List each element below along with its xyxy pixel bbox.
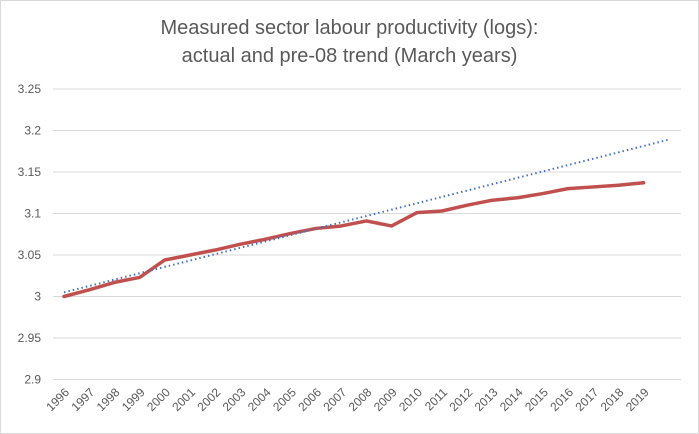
x-tick-label: 2008: [346, 385, 375, 414]
x-tick-label: 2000: [144, 385, 173, 414]
x-tick-label: 2015: [522, 385, 551, 414]
x-tick-label: 2002: [195, 385, 224, 414]
x-tick-label: 2007: [321, 385, 350, 414]
x-tick-label: 2001: [169, 385, 198, 414]
x-tick-label: 2019: [623, 385, 652, 414]
x-tick-label: 2012: [447, 385, 476, 414]
x-tick-label: 2011: [422, 385, 450, 413]
x-tick-label: 2006: [295, 385, 324, 414]
y-tick-label: 3.1: [24, 207, 41, 221]
y-tick-label: 3.25: [18, 82, 42, 96]
trend-series-line: [63, 138, 670, 294]
x-tick-label: 2018: [598, 385, 627, 414]
x-tick-label: 1997: [69, 385, 98, 414]
y-tick-label: 3.2: [24, 124, 41, 138]
x-tick-label: 2010: [396, 385, 425, 414]
y-tick-label: 2.9: [24, 373, 41, 387]
chart-title-line-2: actual and pre-08 trend (March years): [181, 45, 518, 67]
chart-title-line-1: Measured sector labour productivity (log…: [160, 17, 539, 39]
x-tick-label: 1999: [119, 385, 148, 414]
y-tick-label: 2.95: [18, 331, 42, 345]
y-tick-label: 3.15: [18, 165, 42, 179]
x-tick-label: 2013: [472, 385, 501, 414]
x-tick-label: 2017: [573, 385, 602, 414]
x-tick-label: 2016: [547, 385, 576, 414]
x-tick-label: 2004: [245, 385, 274, 414]
x-tick-label: 1998: [94, 385, 123, 414]
actual-series-line: [62, 181, 646, 299]
x-tick-label: 2005: [270, 385, 299, 414]
y-tick-label: 3: [34, 290, 41, 304]
x-tick-label: 2014: [497, 385, 526, 414]
x-tick-label: 2009: [371, 385, 400, 414]
x-tick-label: 1996: [43, 385, 72, 414]
y-tick-label: 3.05: [18, 248, 42, 262]
x-tick-label: 2003: [220, 385, 249, 414]
